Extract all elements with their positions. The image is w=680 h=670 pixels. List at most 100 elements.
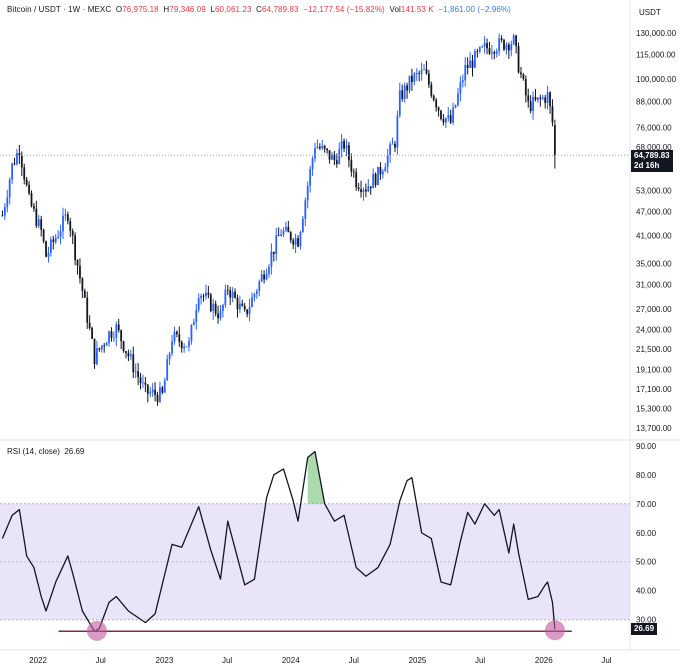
candle-body (71, 230, 74, 236)
rsi-band (0, 503, 630, 620)
candle-body (316, 146, 319, 149)
candle-body (98, 348, 101, 350)
candle-body (532, 96, 534, 112)
candle-body (420, 69, 423, 74)
candle-body (188, 341, 190, 347)
symbol-name[interactable]: Bitcoin / USDT · 1W · MEXC (7, 5, 112, 14)
candle-body (488, 48, 491, 54)
candle-body (352, 171, 355, 173)
candle-body (139, 377, 142, 384)
price-tick-label: 115,000.00 (636, 51, 676, 60)
candle-body (427, 73, 430, 85)
price-tick-label: 27,000.00 (636, 305, 672, 314)
candle-body (396, 115, 399, 148)
rsi-tick-label: 90.00 (636, 442, 657, 451)
candle-body (398, 90, 401, 116)
candle-body (122, 341, 125, 352)
high-value: 79,346.09 (169, 5, 206, 14)
candle-body (59, 231, 62, 237)
candle-body (297, 238, 299, 247)
candle-body (231, 291, 234, 298)
candle-body (272, 251, 275, 254)
candle-body (321, 145, 324, 149)
candle-body (442, 119, 445, 123)
candle-body (212, 303, 215, 312)
price-candles[interactable] (0, 33, 630, 406)
candle-body (132, 354, 135, 373)
price-tick-label: 76,000.00 (636, 123, 672, 132)
candle-body (447, 115, 450, 119)
candle-body (331, 154, 333, 160)
open-value: 76,975.18 (122, 5, 159, 14)
candle-body (23, 167, 26, 180)
candle-body (520, 72, 522, 75)
price-tick-label: 41,000.00 (636, 232, 672, 241)
rsi-tag-value: 26.69 (634, 624, 655, 634)
rsi-title[interactable]: RSI (14, close) (7, 447, 60, 456)
candle-body (549, 92, 551, 107)
candle-body (190, 325, 193, 342)
candle-body (42, 229, 45, 242)
candle-body (311, 158, 314, 169)
candle-body (125, 351, 127, 353)
candle-body (263, 274, 266, 280)
candle-body (476, 51, 479, 53)
candle-body (18, 153, 21, 156)
time-tick-label: Jul (349, 656, 359, 665)
candle-body (377, 167, 379, 186)
candle-body (384, 167, 387, 172)
candle-body (512, 35, 515, 45)
candle-body (369, 186, 372, 189)
price-tick-label: 19,100.00 (636, 366, 672, 375)
rsi-series[interactable] (1, 450, 572, 641)
candle-body (457, 93, 459, 106)
candle-body (440, 110, 442, 120)
candle-body (202, 295, 205, 297)
candle-body (243, 305, 246, 310)
candle-body (79, 265, 81, 279)
candle-body (495, 51, 498, 54)
candle-body (248, 306, 251, 315)
high-label: H (163, 5, 170, 14)
candle-body (161, 387, 164, 393)
currency-label[interactable]: USDT (639, 8, 661, 17)
time-tick-label: Jul (601, 656, 611, 665)
candle-body (401, 90, 404, 100)
candle-body (224, 289, 227, 305)
rsi-tick-label: 80.00 (636, 471, 657, 480)
candle-body (323, 145, 326, 149)
candle-body (8, 179, 11, 198)
last-price-value: 64,789.83 (634, 151, 670, 161)
candle-body (386, 154, 389, 168)
candle-body (394, 143, 396, 148)
candle-body (238, 303, 241, 310)
candle-body (219, 311, 222, 319)
candle-body (246, 309, 249, 315)
candle-body (62, 215, 64, 232)
candle-body (391, 143, 394, 145)
candle-body (236, 297, 239, 310)
candle-body (258, 281, 261, 292)
rsi-tick-label: 60.00 (636, 529, 657, 538)
candle-body (444, 118, 447, 123)
candle-body (205, 292, 207, 297)
low-value: 60,061.23 (215, 5, 252, 14)
candle-body (326, 148, 329, 151)
time-tick-label: 2025 (409, 656, 427, 665)
candle-body (423, 69, 425, 71)
candle-body (515, 35, 518, 47)
candle-body (507, 44, 510, 51)
candle-body (40, 219, 43, 230)
candle-body (76, 259, 79, 266)
rsi-overbought-fill (307, 451, 325, 504)
candle-body (47, 252, 50, 257)
candle-body (178, 334, 181, 342)
candle-body (372, 173, 375, 189)
candle-body (192, 322, 195, 326)
candle-body (309, 168, 312, 186)
candle-body (74, 235, 77, 260)
candle-body (25, 179, 28, 185)
candle-body (83, 290, 86, 298)
candle-body (100, 345, 103, 350)
candle-body (541, 97, 544, 99)
